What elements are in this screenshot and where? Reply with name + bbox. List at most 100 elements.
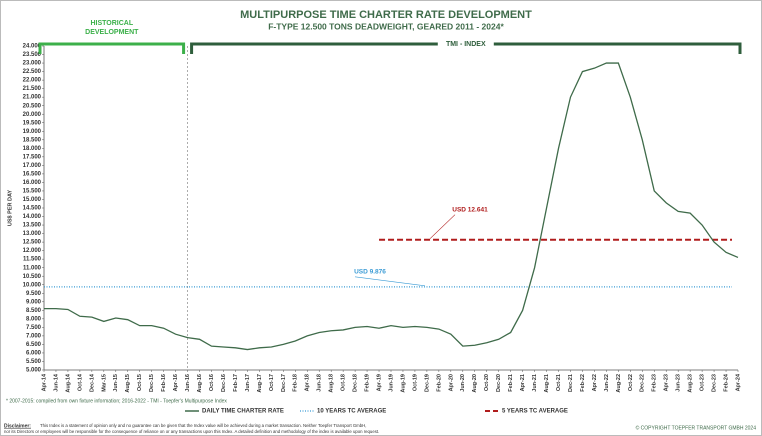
y-tick-label: 8.500 — [26, 308, 42, 314]
y-tick-label: 16.500 — [23, 171, 42, 177]
y-tick-label: 22.500 — [23, 69, 42, 75]
x-tick-label: Feb-21 — [508, 374, 514, 392]
x-tick-label: Apr-21 — [520, 374, 526, 391]
x-tick-label: Aug-14 — [65, 373, 71, 393]
x-tick-label: Jun-16 — [185, 374, 191, 392]
x-tick-label: Dec-17 — [281, 374, 287, 392]
x-tick-label: Oct-19 — [412, 374, 418, 391]
y-tick-label: 9.000 — [26, 299, 42, 305]
x-tick-label: Dec-16 — [221, 374, 227, 392]
legend-label: 5 YEARS TC AVERAGE — [502, 409, 568, 415]
x-tick-label: Dec-18 — [353, 374, 359, 392]
x-tick-label: Apr-16 — [173, 374, 179, 391]
x-tick-label: Apr-20 — [448, 374, 454, 391]
x-tick-label: Feb-23 — [652, 374, 658, 392]
reference-arrow — [429, 214, 456, 239]
y-tick-label: 21.500 — [23, 86, 42, 92]
y-tick-label: 12.000 — [23, 248, 42, 254]
reference-label: USD 9.876 — [354, 269, 386, 276]
section-label: HISTORICAL DEVELOPMENT — [85, 20, 139, 36]
y-tick-label: 17.000 — [23, 163, 42, 169]
y-tick-label: 19.000 — [23, 129, 42, 135]
x-tick-label: Apr-23 — [664, 374, 670, 391]
y-tick-label: 6.500 — [26, 342, 42, 348]
y-tick-label: 15.500 — [23, 189, 42, 195]
x-tick-label: Dec-14 — [89, 373, 95, 392]
x-tick-label: Oct-23 — [700, 374, 706, 391]
x-tick-label: Aug-18 — [329, 374, 335, 393]
section-label-bg — [437, 39, 494, 49]
y-tick-label: 5.000 — [26, 368, 42, 374]
y-tick-label: 10.000 — [23, 282, 42, 288]
x-tick-label: Apr-19 — [376, 374, 382, 391]
x-tick-label: Jun-21 — [532, 374, 538, 392]
disclaimer: This Index is a statement of opinion onl… — [40, 423, 366, 428]
x-tick-label: Dec-23 — [712, 374, 718, 392]
y-tick-label: 22.000 — [23, 78, 42, 84]
y-tick-label: 18.000 — [23, 146, 42, 152]
y-tick-label: 23.500 — [23, 52, 42, 58]
y-tick-label: 20.500 — [23, 103, 42, 109]
disclaimer: nor its Directors or employees will be r… — [4, 429, 379, 434]
y-tick-label: 17.500 — [23, 154, 42, 160]
y-tick-label: 6.000 — [26, 351, 42, 357]
y-tick-label: 18.500 — [23, 137, 42, 143]
y-tick-label: 7.000 — [26, 333, 42, 339]
x-tick-label: Apr-22 — [592, 374, 598, 391]
y-tick-label: 9.500 — [26, 291, 42, 297]
y-tick-label: 11.500 — [23, 257, 42, 263]
x-tick-label: Aug-22 — [616, 374, 622, 393]
y-tick-label: 23.000 — [23, 61, 42, 67]
x-tick-label: Aug-19 — [400, 374, 406, 393]
chart-subtitle: F-TYPE 12.500 TONS DEADWEIGHT, GEARED 20… — [268, 21, 504, 31]
x-tick-label: Feb-18 — [293, 374, 299, 392]
y-tick-label: 13.000 — [23, 231, 42, 237]
x-tick-label: Aug-21 — [544, 374, 550, 393]
y-tick-label: 16.000 — [23, 180, 42, 186]
y-tick-label: 14.500 — [23, 206, 42, 212]
x-tick-label: Oct-20 — [484, 374, 490, 391]
reference-arrow — [354, 276, 426, 287]
x-tick-label: Jun-19 — [388, 374, 394, 392]
x-tick-label: Oct-17 — [269, 374, 275, 391]
y-tick-label: 10.500 — [23, 274, 42, 280]
x-tick-label: Jun-22 — [604, 374, 610, 392]
x-tick-label: Oct-16 — [209, 374, 215, 391]
x-tick-label: Dec-21 — [568, 374, 574, 392]
x-tick-label: Jun-23 — [676, 374, 682, 392]
y-tick-label: 21.000 — [23, 95, 42, 101]
y-tick-label: 13.500 — [23, 223, 42, 229]
y-tick-label: 5.500 — [26, 359, 42, 365]
x-tick-label: Feb-19 — [365, 374, 371, 392]
x-tick-label: Apr-14 — [41, 373, 47, 391]
x-tick-label: Aug-17 — [257, 374, 263, 393]
y-tick-label: 8.000 — [26, 316, 42, 322]
y-tick-label: 20.000 — [23, 112, 42, 118]
x-tick-label: Jun-20 — [460, 374, 466, 392]
section-bracket — [38, 42, 186, 54]
x-tick-label: Oct-14 — [77, 373, 83, 391]
y-axis-label: US$ PER DAY — [7, 190, 13, 227]
y-tick-label: 19.500 — [23, 120, 42, 126]
x-tick-label: Jun-14 — [53, 373, 59, 392]
x-tick-label: Oct-22 — [628, 374, 634, 391]
y-tick-label: 15.000 — [23, 197, 42, 203]
x-tick-label: Dec-15 — [149, 374, 155, 392]
x-tick-label: Feb-20 — [436, 374, 442, 392]
section-label-part: HISTORICAL — [90, 20, 133, 27]
x-tick-label: Aug-15 — [125, 374, 131, 393]
x-tick-label: Feb-22 — [580, 374, 586, 392]
footnote: * 2007-2015: compiled from own fixture i… — [6, 398, 227, 404]
x-tick-label: Aug-23 — [688, 374, 694, 393]
disclaimer-heading: Disclaimer: — [4, 423, 31, 429]
x-tick-label: Dec-19 — [424, 374, 430, 392]
reference-label: USD 12.641 — [452, 206, 488, 213]
legend-label: 10 YEARS TC AVERAGE — [317, 409, 386, 415]
x-tick-label: Aug-20 — [472, 374, 478, 393]
x-tick-label: Jun-15 — [113, 374, 119, 392]
x-tick-label: Aug-16 — [197, 374, 203, 393]
x-tick-label: Dec-22 — [640, 374, 646, 392]
series-line — [44, 62, 739, 351]
